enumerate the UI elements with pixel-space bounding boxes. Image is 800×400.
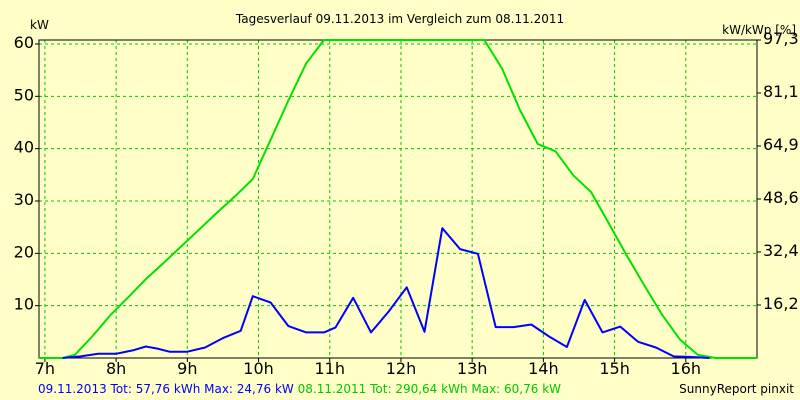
y-right-tick-label: 64,9 [763, 135, 799, 154]
y-axis-left-label: kW [30, 18, 49, 32]
x-tick-label: 8h [106, 359, 126, 378]
x-tick-label: 12h [386, 359, 417, 378]
y-right-tick-label: 97,3 [763, 29, 799, 48]
y-left-tick-label: 40 [14, 138, 34, 157]
legend-entry-series-1: 09.11.2013 Tot: 57,76 kWh Max: 24,76 kW [38, 382, 294, 396]
y-right-tick-label: 32,4 [763, 241, 799, 260]
x-tick-label: 7h [35, 359, 55, 378]
x-tick-label: 15h [599, 359, 630, 378]
x-tick-label: 11h [314, 359, 345, 378]
y-left-tick-label: 20 [14, 242, 34, 261]
y-left-tick-label: 10 [14, 295, 34, 314]
y-left-tick-label: 50 [14, 85, 34, 104]
y-right-tick-label: 81,1 [763, 82, 799, 101]
x-tick-label: 14h [528, 359, 559, 378]
footer-credit: SunnyReport pinxit [679, 382, 794, 396]
y-left-tick-label: 30 [14, 190, 34, 209]
x-tick-label: 10h [243, 359, 274, 378]
series-line-1 [62, 227, 710, 359]
y-axis-right-label: kW/kWp [%] [722, 23, 796, 37]
legend-entry-series-2: 08.11.2011 Tot: 290,64 kWh Max: 60,76 kW [297, 382, 562, 396]
chart-title: Tagesverlauf 09.11.2013 im Vergleich zum… [235, 12, 565, 26]
y-right-tick-label: 48,6 [763, 188, 799, 207]
x-tick-label: 16h [671, 359, 702, 378]
plot-border [38, 39, 758, 359]
x-tick-label: 13h [457, 359, 488, 378]
series-line-2 [39, 39, 757, 359]
y-left-tick-label: 60 [14, 33, 34, 52]
x-tick-label: 9h [177, 359, 197, 378]
y-right-tick-label: 16,2 [763, 294, 799, 313]
